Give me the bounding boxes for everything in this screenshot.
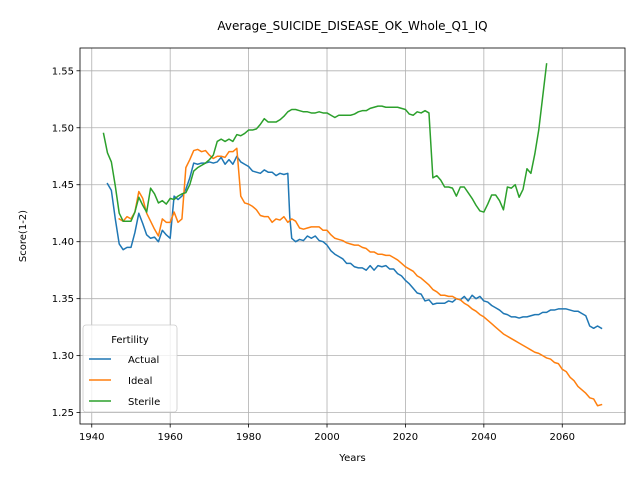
- legend-label-sterile: Sterile: [128, 397, 160, 408]
- series-lines: [102, 63, 603, 407]
- y-tick-label: 1.55: [52, 66, 74, 77]
- y-tick-label: 1.30: [52, 351, 74, 362]
- x-tick-label: 1960: [157, 432, 182, 443]
- x-tick-label: 2000: [314, 432, 339, 443]
- x-tick-label: 2060: [550, 432, 575, 443]
- x-tick-label: 1940: [79, 432, 104, 443]
- legend-box: [82, 324, 178, 413]
- x-axis-label: Years: [338, 453, 365, 464]
- y-tick-label: 1.40: [52, 237, 74, 248]
- x-tick-label: 2040: [471, 432, 496, 443]
- series-line-sterile: [102, 63, 548, 222]
- series-line-ideal: [118, 147, 603, 407]
- legend: Fertility Actual Ideal Sterile: [82, 324, 178, 413]
- plot-frame: [79, 47, 626, 425]
- series-line-actual: [106, 155, 603, 330]
- legend-label-ideal: Ideal: [128, 376, 152, 387]
- chart-title: Average_SUICIDE_DISEASE_OK_Whole_Q1_IQ: [217, 19, 487, 33]
- y-tick-label: 1.25: [52, 408, 74, 419]
- y-axis-label: Score(1-2): [18, 210, 29, 262]
- y-axis-ticks: 1.25 1.30 1.35 1.40 1.45 1.50 1.55: [52, 66, 80, 419]
- legend-label-actual: Actual: [128, 355, 159, 366]
- x-tick-label: 1980: [236, 432, 261, 443]
- legend-title: Fertility: [111, 335, 149, 346]
- x-tick-label: 2020: [393, 432, 418, 443]
- y-tick-label: 1.45: [52, 180, 74, 191]
- y-tick-label: 1.35: [52, 294, 74, 305]
- legend-entries: Actual Ideal Sterile: [89, 355, 160, 408]
- x-axis-ticks: 1940 1960 1980 2000 2020 2040 2060: [79, 424, 575, 443]
- y-tick-label: 1.50: [52, 123, 74, 134]
